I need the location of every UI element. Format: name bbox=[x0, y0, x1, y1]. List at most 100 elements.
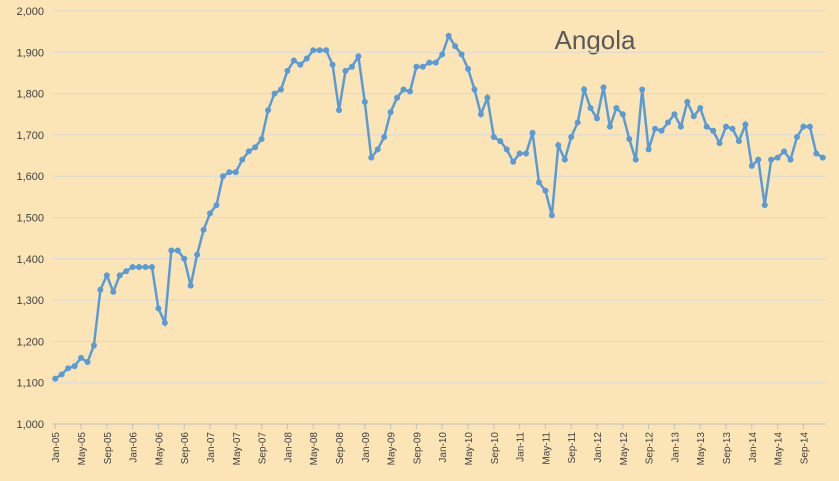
data-point bbox=[406, 88, 413, 95]
data-point bbox=[71, 363, 78, 370]
x-tick-label: Jan-09 bbox=[361, 432, 372, 463]
x-tick-label: Sep-09 bbox=[412, 432, 423, 465]
data-point bbox=[529, 129, 536, 136]
y-tick-label: 1,300 bbox=[16, 295, 44, 307]
data-point bbox=[581, 86, 588, 93]
data-point bbox=[181, 255, 188, 262]
data-point bbox=[510, 158, 517, 165]
data-point bbox=[548, 212, 555, 219]
data-point bbox=[658, 127, 665, 134]
data-point bbox=[329, 61, 336, 68]
data-point bbox=[342, 67, 349, 74]
x-tick-label: May-09 bbox=[387, 432, 398, 466]
x-tick-label: May-14 bbox=[774, 432, 785, 466]
data-point bbox=[148, 264, 155, 271]
data-point bbox=[271, 90, 278, 97]
x-tick-label: Jan-05 bbox=[51, 432, 62, 463]
data-point bbox=[477, 111, 484, 118]
x-tick-label: Sep-13 bbox=[722, 432, 733, 465]
data-point bbox=[768, 156, 775, 163]
data-point bbox=[374, 146, 381, 153]
data-point bbox=[194, 251, 201, 258]
x-tick-label: Jan-10 bbox=[438, 432, 449, 463]
data-point bbox=[103, 272, 110, 279]
y-tick-label: 1,400 bbox=[16, 254, 44, 266]
x-tick-label: Sep-06 bbox=[180, 432, 191, 465]
data-point bbox=[419, 63, 426, 70]
data-point bbox=[310, 47, 317, 54]
data-point bbox=[716, 140, 723, 147]
data-point bbox=[361, 98, 368, 105]
x-tick-label: Sep-14 bbox=[799, 432, 810, 465]
data-point bbox=[200, 226, 207, 233]
x-tick-label: Sep-10 bbox=[490, 432, 501, 465]
y-tick-label: 1,200 bbox=[16, 336, 44, 348]
data-point bbox=[723, 123, 730, 130]
data-point bbox=[555, 142, 562, 149]
x-tick-label: Jan-12 bbox=[593, 432, 604, 463]
data-point bbox=[755, 156, 762, 163]
x-tick-label: May-12 bbox=[619, 432, 630, 466]
data-point bbox=[84, 359, 91, 366]
data-point bbox=[632, 156, 639, 163]
data-point bbox=[213, 202, 220, 209]
data-point bbox=[697, 105, 704, 112]
x-tick-label: May-05 bbox=[77, 432, 88, 466]
data-point bbox=[297, 61, 304, 68]
y-tick-label: 1,500 bbox=[16, 213, 44, 225]
data-point bbox=[677, 123, 684, 130]
data-point bbox=[258, 136, 265, 143]
data-point bbox=[813, 150, 820, 157]
x-tick-label: May-08 bbox=[309, 432, 320, 466]
data-point bbox=[426, 59, 433, 66]
data-point bbox=[742, 121, 749, 128]
data-point bbox=[155, 305, 162, 312]
x-tick-label: Jan-06 bbox=[129, 432, 140, 463]
data-point bbox=[606, 123, 613, 130]
data-point bbox=[561, 156, 568, 163]
data-point bbox=[439, 51, 446, 58]
data-point bbox=[735, 138, 742, 145]
data-point bbox=[303, 55, 310, 62]
data-point bbox=[664, 119, 671, 126]
data-point bbox=[535, 179, 542, 186]
data-point bbox=[161, 319, 168, 326]
data-point bbox=[336, 107, 343, 114]
y-tick-label: 1,100 bbox=[16, 378, 44, 390]
data-point bbox=[613, 105, 620, 112]
x-tick-label: Sep-05 bbox=[103, 432, 114, 465]
data-point bbox=[90, 342, 97, 349]
data-point bbox=[594, 115, 601, 122]
y-tick-label: 1,600 bbox=[16, 171, 44, 183]
data-point bbox=[626, 136, 633, 143]
data-point bbox=[497, 138, 504, 145]
data-point bbox=[381, 133, 388, 140]
data-point bbox=[110, 288, 117, 295]
data-point bbox=[781, 148, 788, 155]
x-tick-label: Jan-14 bbox=[748, 432, 759, 463]
data-point bbox=[368, 154, 375, 161]
data-point bbox=[671, 111, 678, 118]
data-point bbox=[639, 86, 646, 93]
data-point bbox=[174, 247, 181, 254]
data-point bbox=[265, 107, 272, 114]
x-tick-label: May-10 bbox=[464, 432, 475, 466]
data-point bbox=[471, 86, 478, 93]
data-point bbox=[400, 86, 407, 93]
x-tick-label: May-11 bbox=[541, 432, 552, 465]
data-point bbox=[523, 150, 530, 157]
data-point bbox=[232, 169, 239, 176]
data-point bbox=[58, 371, 65, 378]
data-point bbox=[800, 123, 807, 130]
data-point bbox=[413, 63, 420, 70]
y-tick-label: 1,700 bbox=[16, 130, 44, 142]
data-point bbox=[645, 146, 652, 153]
y-tick-label: 2,000 bbox=[16, 6, 44, 18]
data-point bbox=[355, 53, 362, 60]
data-point bbox=[445, 32, 452, 39]
data-point bbox=[458, 51, 465, 58]
data-point bbox=[516, 150, 523, 157]
y-tick-label: 1,000 bbox=[16, 419, 44, 431]
data-point bbox=[690, 113, 697, 120]
